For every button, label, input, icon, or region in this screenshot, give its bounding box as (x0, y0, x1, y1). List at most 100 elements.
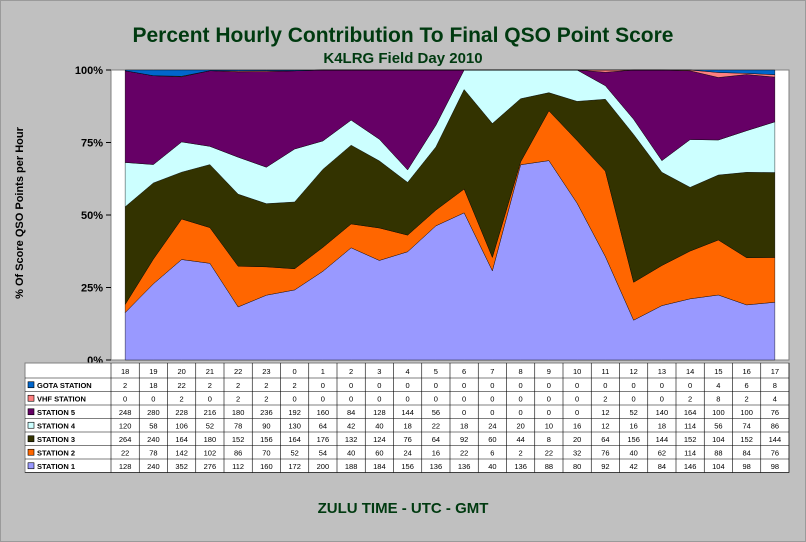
data-label-1-10: 0 (406, 394, 410, 403)
data-label-1-15: 0 (547, 394, 551, 403)
legend-label-6: STATION 1 (37, 462, 75, 471)
data-label-4-19: 144 (656, 435, 669, 444)
data-label-5-6: 52 (290, 448, 298, 457)
data-label-3-7: 64 (319, 421, 327, 430)
data-label-5-3: 102 (204, 448, 217, 457)
x-tick-label-8: 2 (349, 367, 353, 376)
data-label-5-7: 54 (319, 448, 327, 457)
data-label-4-1: 240 (147, 435, 160, 444)
data-label-4-5: 156 (260, 435, 273, 444)
data-label-0-16: 0 (575, 381, 579, 390)
legend-label-5: STATION 2 (37, 448, 75, 457)
data-label-4-8: 132 (345, 435, 358, 444)
data-label-3-22: 74 (742, 421, 750, 430)
data-label-3-12: 18 (460, 421, 468, 430)
data-label-2-19: 140 (656, 408, 669, 417)
x-tick-label-3: 21 (206, 367, 214, 376)
data-label-5-15: 22 (545, 448, 553, 457)
data-label-2-18: 52 (629, 408, 637, 417)
data-label-2-21: 100 (712, 408, 725, 417)
x-tick-label-4: 22 (234, 367, 242, 376)
x-tick-label-7: 1 (321, 367, 325, 376)
legend-swatch-3 (27, 421, 35, 429)
data-label-2-10: 144 (401, 408, 414, 417)
data-label-3-9: 40 (375, 421, 383, 430)
data-label-2-4: 180 (232, 408, 245, 417)
data-label-0-9: 0 (377, 381, 381, 390)
data-label-5-20: 114 (684, 448, 696, 457)
data-label-1-21: 8 (716, 394, 720, 403)
data-label-5-0: 22 (121, 448, 129, 457)
data-label-3-15: 10 (545, 421, 553, 430)
data-label-5-5: 70 (262, 448, 270, 457)
data-label-5-21: 88 (714, 448, 722, 457)
data-label-1-14: 0 (519, 394, 523, 403)
data-label-2-3: 216 (204, 408, 217, 417)
x-tick-label-1: 19 (149, 367, 157, 376)
data-label-5-11: 16 (432, 448, 440, 457)
data-label-2-9: 128 (373, 408, 386, 417)
data-label-2-5: 236 (260, 408, 273, 417)
data-label-0-2: 22 (177, 381, 185, 390)
x-tick-label-0: 18 (121, 367, 129, 376)
data-label-6-0: 128 (119, 462, 132, 471)
data-label-0-3: 2 (208, 381, 212, 390)
data-label-1-11: 0 (434, 394, 438, 403)
legend-swatch-2 (27, 408, 35, 416)
data-label-0-20: 0 (688, 381, 692, 390)
data-label-1-18: 0 (632, 394, 636, 403)
x-tick-label-10: 4 (406, 367, 410, 376)
data-label-6-6: 172 (288, 462, 301, 471)
x-tick-label-23: 17 (771, 367, 779, 376)
data-label-4-7: 176 (317, 435, 330, 444)
data-label-5-22: 84 (742, 448, 750, 457)
data-label-0-13: 0 (490, 381, 494, 390)
data-label-2-2: 228 (175, 408, 188, 417)
data-label-4-17: 64 (601, 435, 609, 444)
data-label-3-14: 20 (516, 421, 524, 430)
data-label-4-13: 60 (488, 435, 496, 444)
data-label-6-4: 112 (232, 462, 244, 471)
data-label-5-8: 40 (347, 448, 355, 457)
legend-swatch-6 (27, 462, 35, 470)
data-label-3-20: 114 (684, 421, 696, 430)
data-label-1-23: 4 (773, 394, 777, 403)
data-label-2-11: 56 (432, 408, 440, 417)
data-label-2-16: 0 (575, 408, 579, 417)
y-tick-label-2: 50% (81, 210, 103, 222)
legend-label-1: VHF STATION (37, 394, 86, 403)
data-label-1-7: 0 (321, 394, 325, 403)
data-label-6-12: 136 (458, 462, 471, 471)
data-label-4-14: 44 (516, 435, 524, 444)
legend-label-0: GOTA STATION (37, 381, 92, 390)
data-label-3-3: 52 (206, 421, 214, 430)
data-label-6-16: 80 (573, 462, 581, 471)
x-tick-label-21: 15 (714, 367, 722, 376)
data-label-6-22: 98 (742, 462, 750, 471)
legend-swatch-1 (27, 394, 35, 402)
data-label-3-4: 78 (234, 421, 242, 430)
data-label-4-6: 164 (288, 435, 301, 444)
data-label-5-16: 32 (573, 448, 581, 457)
x-tick-label-19: 13 (658, 367, 666, 376)
data-label-5-23: 76 (771, 448, 779, 457)
y-tick-label-1: 25% (81, 283, 103, 295)
data-label-4-18: 156 (627, 435, 640, 444)
data-label-6-21: 104 (712, 462, 725, 471)
data-label-3-11: 22 (432, 421, 440, 430)
data-label-6-9: 184 (373, 462, 386, 471)
data-label-6-15: 88 (545, 462, 553, 471)
data-label-0-0: 2 (123, 381, 127, 390)
x-tick-label-11: 5 (434, 367, 438, 376)
data-label-2-15: 0 (547, 408, 551, 417)
data-label-5-10: 24 (403, 448, 411, 457)
data-label-6-5: 160 (260, 462, 273, 471)
data-label-2-13: 0 (490, 408, 494, 417)
data-label-0-15: 0 (547, 381, 551, 390)
x-tick-label-2: 20 (177, 367, 185, 376)
data-label-2-14: 0 (519, 408, 523, 417)
data-label-5-2: 142 (175, 448, 188, 457)
x-axis-label: ZULU TIME - UTC - GMT (317, 500, 489, 517)
data-label-1-17: 2 (603, 394, 607, 403)
